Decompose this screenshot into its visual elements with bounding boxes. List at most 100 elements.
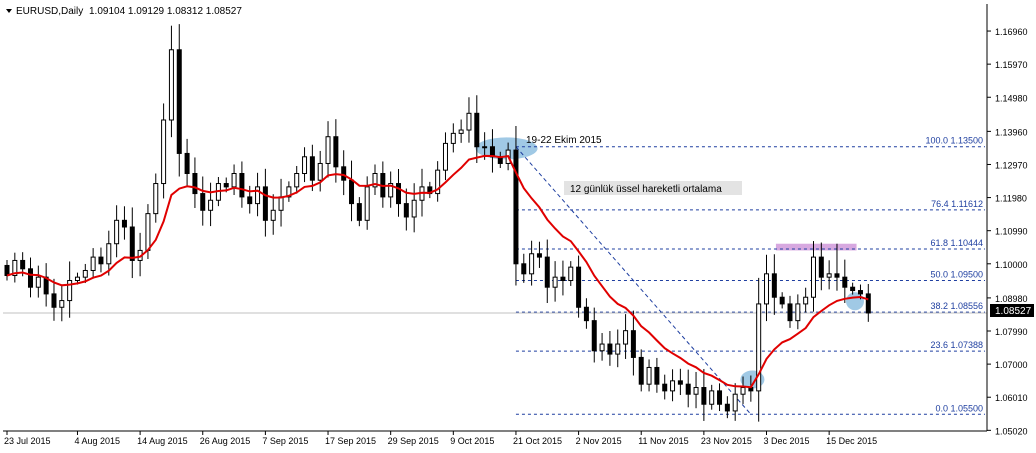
candle-20[interactable] xyxy=(161,103,167,199)
candle-88[interactable] xyxy=(693,371,699,409)
candle-body xyxy=(466,112,472,131)
candle-67[interactable] xyxy=(529,240,535,286)
candle-93[interactable] xyxy=(732,383,738,421)
candle-105[interactable] xyxy=(826,260,832,290)
candle-72[interactable] xyxy=(568,261,574,286)
candle-8[interactable] xyxy=(67,261,73,318)
candle-97[interactable] xyxy=(764,254,770,322)
candle-101[interactable] xyxy=(795,294,801,330)
ema-line xyxy=(6,154,869,389)
candle-body xyxy=(341,166,347,181)
candle-106[interactable] xyxy=(834,243,840,291)
candle-39[interactable] xyxy=(309,144,315,192)
candle-77[interactable] xyxy=(607,331,613,366)
candle-14[interactable] xyxy=(114,205,120,258)
candle-85[interactable] xyxy=(670,369,676,402)
candle-84[interactable] xyxy=(662,374,668,400)
candle-70[interactable] xyxy=(552,261,558,302)
candle-51[interactable] xyxy=(403,188,409,231)
candle-37[interactable] xyxy=(294,165,300,194)
candle-55[interactable] xyxy=(435,161,441,202)
candle-22[interactable] xyxy=(176,24,182,177)
candle-36[interactable] xyxy=(286,181,292,202)
candle-86[interactable] xyxy=(677,368,683,396)
candle-66[interactable] xyxy=(521,253,527,283)
candle-4[interactable] xyxy=(35,265,41,298)
candle-24[interactable] xyxy=(192,157,198,209)
candle-38[interactable] xyxy=(302,147,308,183)
candle-107[interactable] xyxy=(842,259,848,304)
candle-40[interactable] xyxy=(317,150,323,192)
candle-body xyxy=(450,132,456,144)
candle-65[interactable] xyxy=(513,126,519,286)
candle-43[interactable] xyxy=(341,150,347,196)
candle-80[interactable] xyxy=(630,310,636,376)
candle-110[interactable] xyxy=(865,284,871,322)
candle-92[interactable] xyxy=(724,396,730,419)
candle-57[interactable] xyxy=(450,123,456,153)
candle-96[interactable] xyxy=(756,277,762,422)
y-tick-label-0: 1.16960 xyxy=(995,27,1028,37)
chevron-down-icon[interactable] xyxy=(6,9,12,13)
candle-19[interactable] xyxy=(153,173,159,223)
candle-30[interactable] xyxy=(239,161,245,208)
candle-59[interactable] xyxy=(466,97,472,143)
candle-104[interactable] xyxy=(818,242,824,291)
candle-33[interactable] xyxy=(262,168,268,237)
candle-10[interactable] xyxy=(82,263,88,284)
candle-83[interactable] xyxy=(654,357,660,393)
candle-49[interactable] xyxy=(388,171,394,208)
candle-body xyxy=(184,152,190,175)
candle-108[interactable] xyxy=(850,282,856,295)
candle-12[interactable] xyxy=(98,247,104,273)
candle-75[interactable] xyxy=(591,307,597,363)
candle-34[interactable] xyxy=(270,194,276,235)
candle-69[interactable] xyxy=(544,239,550,304)
candle-11[interactable] xyxy=(90,248,96,279)
candle-7[interactable] xyxy=(59,285,65,322)
candle-42[interactable] xyxy=(333,119,339,183)
candle-60[interactable] xyxy=(474,95,480,164)
candle-73[interactable] xyxy=(576,255,582,318)
candle-32[interactable] xyxy=(255,172,261,217)
candle-1[interactable] xyxy=(12,252,18,283)
candle-21[interactable] xyxy=(168,25,174,138)
candle-47[interactable] xyxy=(372,164,378,196)
candle-102[interactable] xyxy=(803,287,809,313)
candle-99[interactable] xyxy=(779,292,785,309)
x-tick-label-1: 4 Aug 2015 xyxy=(74,436,120,446)
candle-13[interactable] xyxy=(106,230,112,276)
candle-23[interactable] xyxy=(184,138,190,187)
candle-100[interactable] xyxy=(787,295,793,328)
candle-81[interactable] xyxy=(638,349,644,392)
candle-68[interactable] xyxy=(536,241,542,268)
candle-103[interactable] xyxy=(810,241,816,312)
candle-58[interactable] xyxy=(458,119,464,143)
candle-50[interactable] xyxy=(396,168,401,217)
candle-45[interactable] xyxy=(356,197,362,227)
candle-74[interactable] xyxy=(583,298,589,329)
candle-87[interactable] xyxy=(685,369,691,408)
candle-56[interactable] xyxy=(442,132,448,181)
candle-90[interactable] xyxy=(709,384,715,410)
candle-16[interactable] xyxy=(129,207,135,279)
candle-body xyxy=(82,269,88,278)
candle-25[interactable] xyxy=(200,176,206,226)
candle-79[interactable] xyxy=(623,314,629,359)
candle-41[interactable] xyxy=(325,121,331,178)
candle-26[interactable] xyxy=(208,182,214,227)
candle-82[interactable] xyxy=(646,359,652,392)
candle-52[interactable] xyxy=(411,183,417,233)
candle-89[interactable] xyxy=(701,368,707,421)
candle-71[interactable] xyxy=(560,260,566,296)
candle-76[interactable] xyxy=(599,333,605,361)
candle-91[interactable] xyxy=(717,383,723,412)
candle-6[interactable] xyxy=(51,278,57,321)
candle-98[interactable] xyxy=(771,254,777,315)
candle-78[interactable] xyxy=(615,329,621,368)
candle-3[interactable] xyxy=(27,257,33,298)
candle-94[interactable] xyxy=(740,376,746,405)
price-tag xyxy=(990,304,1034,317)
candle-15[interactable] xyxy=(121,206,127,240)
